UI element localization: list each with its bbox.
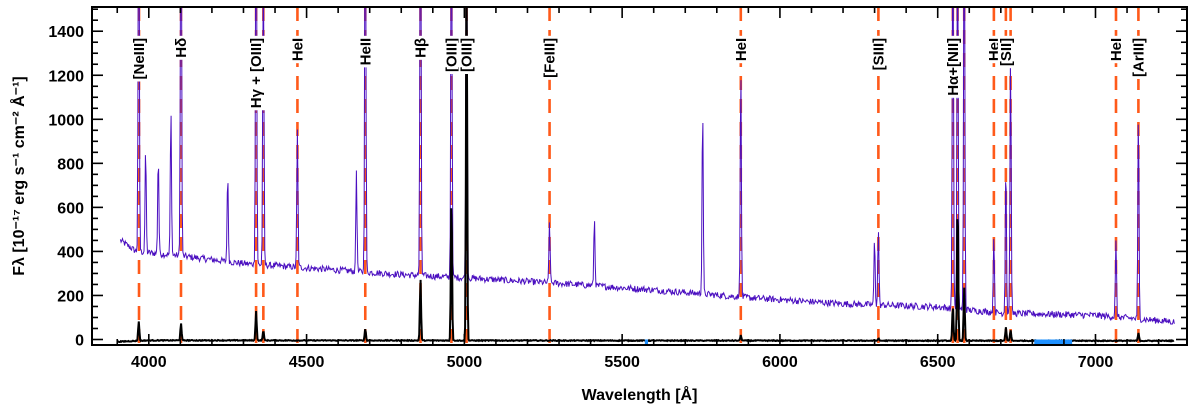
x-tick-labels: 4000 4500 5000 5500 6000 6500 7000 [131,354,1113,371]
svg-text:HeI: HeI [733,38,750,61]
line-label: [FeIII] [541,35,559,80]
svg-text:[NeIII]: [NeIII] [131,38,148,80]
svg-text:HeII: HeII [357,38,374,66]
upper-spectrum [119,7,1175,325]
x-axis-title: Wavelength [Å] [582,385,698,404]
line-label: HeI [1107,35,1125,64]
svg-text:[FeIII]: [FeIII] [542,38,559,78]
y-tick-label: 0 [75,332,84,349]
line-label: HeI [289,35,307,64]
line-label: HeI [732,35,750,64]
y-tick-label: 1400 [48,24,84,41]
svg-text:[SII]: [SII] [998,38,1015,66]
svg-text:[SIII]: [SIII] [870,38,887,71]
x-tick-label: 4000 [131,354,167,371]
svg-text:Hα+[NII]: Hα+[NII] [945,38,962,96]
line-label: Hγ + [OIII] [248,35,266,111]
spectra [116,7,1175,344]
y-tick-label: 1200 [48,68,84,85]
svg-text:[OIII]: [OIII] [443,38,460,72]
y-tick-label: 1000 [48,112,84,129]
x-tick-label: 6500 [920,354,956,371]
y-tick-label: 600 [57,200,84,217]
x-tick-label: 5000 [447,354,483,371]
y-tick-label: 400 [57,244,84,261]
line-label: [SIII] [870,35,888,73]
svg-text:Hδ: Hδ [173,38,190,58]
x-tick-label: 6000 [762,354,798,371]
x-tick-label: 7000 [1078,354,1114,371]
svg-text:Hγ + [OIII]: Hγ + [OIII] [248,38,265,108]
x-tick-label: 5500 [604,354,640,371]
y-tick-label: 200 [57,288,84,305]
svg-text:[OIII]: [OIII] [459,38,476,72]
line-label: [OIII] [443,35,461,74]
svg-text:Hβ: Hβ [413,38,430,58]
line-label: Hδ [172,35,190,60]
svg-text:HeI: HeI [1108,38,1125,61]
line-label: [OIII] [458,35,476,74]
lower-spectrum [116,7,1175,344]
svg-text:HeI: HeI [289,38,306,61]
axis-ticks [92,7,1187,345]
svg-text:[ArIII]: [ArIII] [1130,38,1147,77]
line-label: Hα+[NII] [944,35,962,98]
line-label: [NeIII] [131,35,149,82]
line-label: Hβ [412,35,430,60]
y-axis-title: Fλ [10⁻¹⁷ erg s⁻¹ cm⁻² Å⁻¹] [9,76,28,276]
line-labels: [NeIII] Hδ Hγ + [OIII] HeI HeII Hβ [OIII][OIII… [131,35,1148,111]
y-tick-labels: 0 200 400 600 800 1000 1200 1400 [48,24,84,349]
line-label: [ArIII] [1130,35,1148,79]
plot-frame [91,6,1188,346]
x-tick-label: 4500 [289,354,325,371]
line-label: [SII] [997,35,1015,69]
line-label: HeII [357,35,375,68]
y-tick-label: 800 [57,156,84,173]
